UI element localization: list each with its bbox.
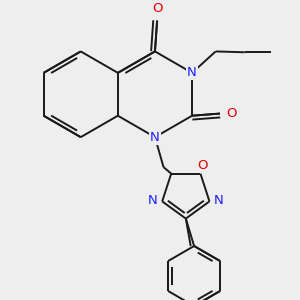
- Text: N: N: [214, 194, 224, 207]
- Text: N: N: [148, 194, 158, 207]
- Text: O: O: [227, 107, 237, 120]
- Text: O: O: [197, 158, 208, 172]
- Text: N: N: [150, 130, 160, 144]
- Text: O: O: [152, 2, 162, 15]
- Text: N: N: [187, 66, 197, 80]
